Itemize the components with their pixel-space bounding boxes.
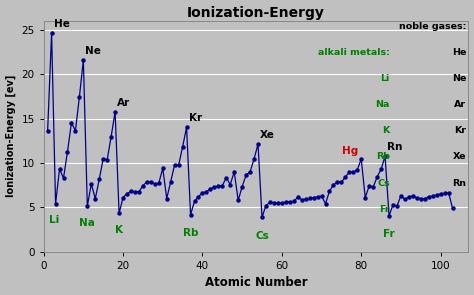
Text: Ar: Ar <box>117 98 130 108</box>
Text: Kr: Kr <box>454 126 466 135</box>
Text: Rn: Rn <box>452 178 466 188</box>
X-axis label: Atomic Number: Atomic Number <box>205 276 307 289</box>
Text: Ne: Ne <box>452 74 466 83</box>
Text: Hg: Hg <box>342 145 358 155</box>
Title: Ionization-Energy: Ionization-Energy <box>187 6 325 19</box>
Text: K: K <box>383 126 390 135</box>
Y-axis label: Ionization-Energy [ev]: Ionization-Energy [ev] <box>6 75 16 197</box>
Text: Cs: Cs <box>255 231 269 241</box>
Text: Xe: Xe <box>260 130 275 140</box>
Text: Na: Na <box>79 218 95 228</box>
Text: Rb: Rb <box>376 153 390 161</box>
Text: Rb: Rb <box>183 228 198 238</box>
Text: Fr: Fr <box>379 205 390 214</box>
Text: noble gases:: noble gases: <box>399 22 466 31</box>
Text: Fr: Fr <box>383 229 395 239</box>
Text: He: He <box>452 48 466 57</box>
Text: He: He <box>54 19 70 29</box>
Text: K: K <box>115 225 123 235</box>
Text: Rn: Rn <box>387 142 402 152</box>
Text: Li: Li <box>49 215 60 225</box>
Text: Cs: Cs <box>377 178 390 188</box>
Text: Na: Na <box>375 100 390 109</box>
Text: Xe: Xe <box>453 153 466 161</box>
Text: Ar: Ar <box>454 100 466 109</box>
Text: alkali metals:: alkali metals: <box>318 48 390 57</box>
Text: Ne: Ne <box>85 46 101 56</box>
Text: Li: Li <box>381 74 390 83</box>
Text: Kr: Kr <box>189 113 201 123</box>
